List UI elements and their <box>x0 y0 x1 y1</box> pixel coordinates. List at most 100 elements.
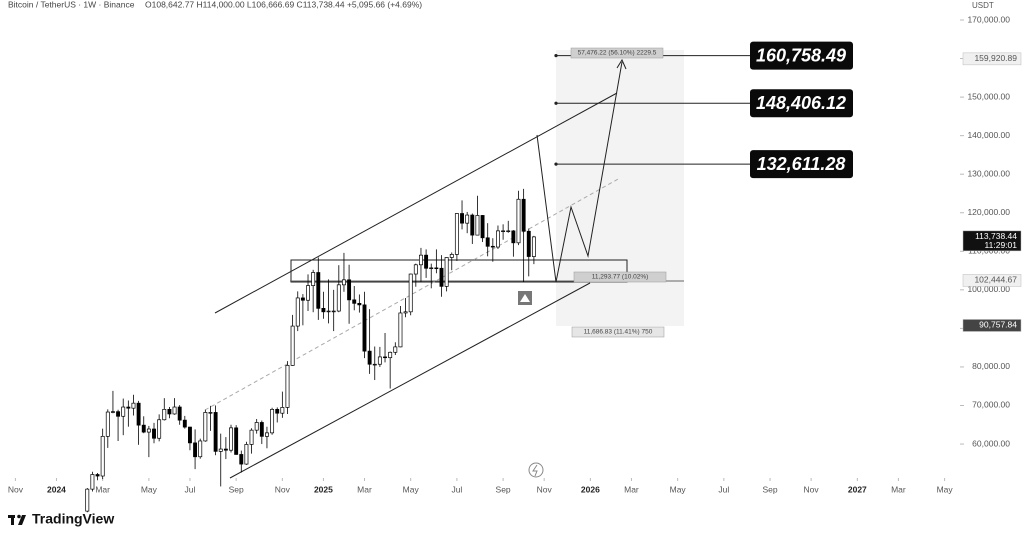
candle-body <box>460 213 464 224</box>
x-tick-label: Jul <box>718 484 729 494</box>
y-tick-label: 100,000.00 <box>967 284 1010 294</box>
candle-body <box>511 230 516 244</box>
x-tick-label: Nov <box>537 484 553 494</box>
candle-body <box>424 254 429 269</box>
channel-lower <box>229 282 591 479</box>
ohlc-readout: O108,642.77 H114,000.00 L106,666.69 C113… <box>145 0 422 9</box>
price-badge <box>962 274 1022 287</box>
candle-body <box>352 299 357 304</box>
candle-body <box>470 214 475 236</box>
candle-body <box>316 272 321 309</box>
candle-body <box>239 454 244 465</box>
candle-body <box>372 363 377 366</box>
candle-body <box>229 427 233 451</box>
candle-body <box>531 236 536 257</box>
candle-body <box>357 302 362 306</box>
candle-body <box>223 448 228 451</box>
channel-upper <box>214 92 618 314</box>
x-tick-label: Mar <box>891 484 906 494</box>
candle-body <box>187 426 192 444</box>
candle-body <box>275 408 280 414</box>
channel-mid <box>204 177 621 411</box>
price-badge <box>962 230 1022 252</box>
measure-label: 57,476.22 (56.10%) 2229.5 <box>578 50 657 57</box>
brand-name: TradingView <box>32 511 114 527</box>
candle-body <box>403 311 408 314</box>
candle-body <box>90 474 95 490</box>
candle-body <box>280 407 285 414</box>
price-badge-label: 113,738.44 <box>975 231 1017 241</box>
candle-body <box>105 411 110 437</box>
chart-title: Bitcoin / TetherUS · 1W · Binance <box>8 0 135 9</box>
replay-icon[interactable] <box>528 462 544 478</box>
candle-body <box>126 406 131 409</box>
candle-body <box>177 406 182 421</box>
x-tick-label: 2026 <box>581 484 600 494</box>
candle-body <box>146 428 151 433</box>
candle-body <box>506 230 511 233</box>
x-tick-label: Sep <box>762 484 777 494</box>
candle-body <box>439 267 444 287</box>
candle-body <box>172 406 177 415</box>
candle-body <box>419 254 423 266</box>
y-tick-label: 150,000.00 <box>967 91 1010 101</box>
candle-body <box>110 411 115 413</box>
candle-body <box>398 312 403 348</box>
candle-body <box>516 198 521 244</box>
candle-body <box>95 474 100 477</box>
candle-body <box>270 408 275 434</box>
candle-body <box>326 310 331 313</box>
candle-body <box>311 272 316 286</box>
candle-body <box>100 435 105 477</box>
candle-body <box>480 215 485 239</box>
candle-body <box>152 428 156 439</box>
target-label: 132,611.28 <box>757 154 846 174</box>
candle-body <box>141 424 146 433</box>
candle-body <box>265 432 269 437</box>
x-tick-label: May <box>937 484 954 494</box>
y-tick-label: 140,000.00 <box>967 130 1010 140</box>
candle-body <box>116 411 121 417</box>
measure-label: 11,686.83 (11.41%) 750 <box>584 329 653 336</box>
target-box <box>750 41 853 70</box>
candle-body <box>393 346 398 353</box>
candle-body <box>157 419 162 439</box>
candle-body <box>526 230 531 257</box>
candle-body <box>285 365 290 408</box>
candle-body <box>244 444 249 465</box>
target-label: 160,758.49 <box>756 45 846 65</box>
target-box <box>750 89 853 118</box>
candle-body <box>496 230 500 248</box>
candle-body <box>300 297 305 301</box>
brand-logo <box>8 514 26 525</box>
candle-body <box>521 198 526 232</box>
price-badge-label: 159,920.89 <box>974 53 1017 63</box>
candle-body <box>121 406 126 417</box>
candle-body <box>383 356 387 359</box>
candle-body <box>85 488 90 512</box>
price-badge <box>962 319 1022 332</box>
x-tick-label: Jul <box>451 484 462 494</box>
target-label: 148,406.12 <box>756 93 846 113</box>
candle-body <box>388 351 393 359</box>
candle-body <box>218 448 223 452</box>
candle-body <box>465 214 470 224</box>
candle-body <box>490 245 495 248</box>
x-tick-label: Nov <box>275 484 291 494</box>
candle-body <box>182 419 187 428</box>
candle-body <box>485 237 490 247</box>
candle-body <box>193 442 198 458</box>
candle-body <box>336 284 341 312</box>
measure-box <box>570 47 664 59</box>
price-badge <box>962 52 1022 66</box>
candle-body <box>475 215 480 236</box>
projection-arrow <box>616 58 627 70</box>
candle-body <box>449 254 454 258</box>
candle-body <box>259 422 264 437</box>
candle-body <box>321 307 326 313</box>
x-tick-label: Mar <box>95 484 110 494</box>
candle-body <box>203 412 208 442</box>
candle-body <box>249 429 254 445</box>
candle-body <box>367 350 372 365</box>
